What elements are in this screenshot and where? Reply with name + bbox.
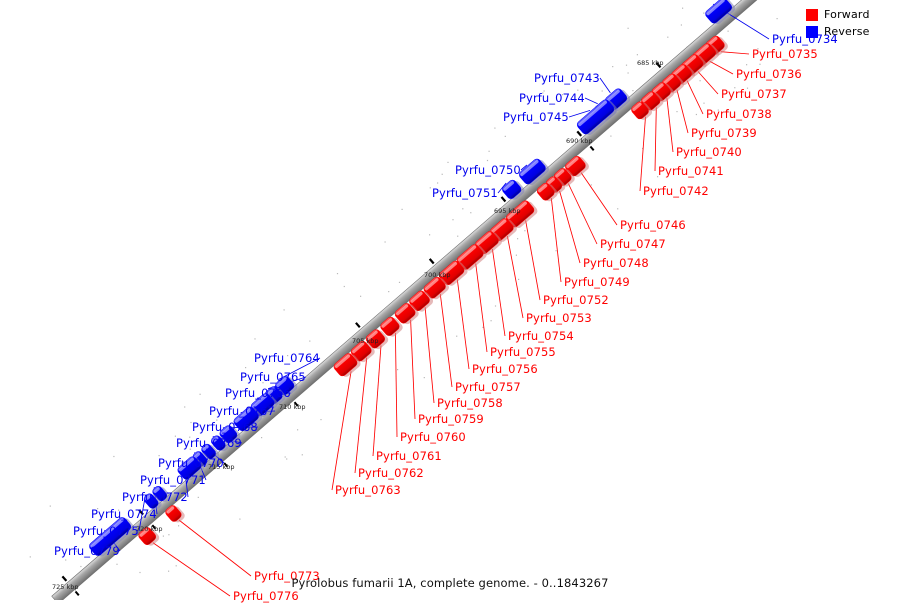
axis-tick-label: 685 kbp [637,59,664,67]
gene-label[interactable]: Pyrfu_0741 [658,164,724,178]
gene-label[interactable]: Pyrfu_0754 [508,329,574,343]
axis-tick-label: 695 kbp [494,207,521,215]
gene-feature[interactable] [501,177,526,202]
gene-label[interactable]: Pyrfu_0753 [526,311,592,325]
gene-feature[interactable] [137,525,161,549]
gene-features[interactable] [88,0,737,559]
gene-label[interactable]: Pyrfu_0768 [192,420,258,434]
gene-feature[interactable] [535,180,559,204]
gene-feature[interactable] [164,503,186,526]
gene-feature[interactable] [408,288,435,315]
gene-label[interactable]: Pyrfu_0756 [472,362,538,376]
gene-label[interactable]: Pyrfu_0759 [418,412,484,426]
gene-label[interactable]: Pyrfu_0762 [358,466,424,480]
gene-feature[interactable] [200,441,221,462]
gene-label[interactable]: Pyrfu_0737 [721,87,787,101]
gene-feature[interactable] [505,198,539,231]
gene-label[interactable]: Pyrfu_0736 [736,67,802,81]
gene-label[interactable]: Pyrfu_0758 [437,396,503,410]
gene-label[interactable]: Pyrfu_0740 [676,145,742,159]
gene-label[interactable]: Pyrfu_0735 [752,47,818,61]
gene-label[interactable]: Pyrfu_0764 [254,351,320,365]
reverse-swatch-icon [806,25,818,38]
gene-feature[interactable] [142,491,163,512]
legend-label-reverse: Reverse [824,25,870,38]
gene-feature[interactable] [576,97,620,138]
gene-feature[interactable] [218,423,242,447]
gene-feature[interactable] [332,351,362,380]
gene-label[interactable]: Pyrfu_0765 [240,370,306,384]
axis-tick-label: 720 kbp [136,525,163,533]
gene-feature[interactable] [364,327,389,352]
gene-label[interactable]: Pyrfu_0763 [335,483,401,497]
gene-label[interactable]: Pyrfu_0771 [140,473,206,487]
gene-label[interactable]: Pyrfu_0746 [620,218,686,232]
gene-feature[interactable] [191,449,212,470]
gene-feature[interactable] [349,338,376,365]
gene-label[interactable]: Pyrfu_0744 [519,91,585,105]
gene-feature[interactable] [232,404,263,435]
gene-feature[interactable] [379,314,404,339]
gene-label[interactable]: Pyrfu_0745 [503,110,569,124]
legend-item-forward[interactable]: Forward [806,6,892,23]
gene-feature[interactable] [438,258,469,289]
gene-label[interactable]: Pyrfu_0774 [91,507,157,521]
legend: Forward Reverse [806,6,892,40]
gene-label[interactable]: Pyrfu_0757 [455,380,521,394]
figure-caption: Pyrolobus fumarii 1A, complete genome. -… [291,576,609,590]
gene-feature[interactable] [393,300,420,327]
legend-item-reverse[interactable]: Reverse [806,23,892,40]
gene-feature[interactable] [176,454,206,483]
legend-label-forward: Forward [824,8,870,21]
gene-feature[interactable] [630,99,654,123]
gene-label[interactable]: Pyrfu_0773 [254,569,320,583]
gene-label[interactable]: Pyrfu_0767 [209,404,275,418]
forward-swatch-icon [806,8,818,21]
axis-tick-label: 705 kbp [352,337,379,345]
gene-label[interactable]: Pyrfu_0760 [400,430,466,444]
gene-label[interactable]: Pyrfu_0770 [158,456,224,470]
gene-label[interactable]: Pyrfu_0739 [691,126,757,140]
axis-tick-label: 690 kbp [566,137,593,145]
gene-label[interactable]: Pyrfu_0779 [54,544,120,558]
gene-label[interactable]: Pyrfu_0747 [600,237,666,251]
gene-label[interactable]: Pyrfu_0749 [564,275,630,289]
gene-label[interactable]: Pyrfu_0751 [432,186,498,200]
axis-tick-label: 700 kbp [424,271,451,279]
gene-label[interactable]: Pyrfu_0738 [706,107,772,121]
gene-label[interactable]: Pyrfu_0755 [490,345,556,359]
gene-feature[interactable] [422,274,450,302]
gene-feature[interactable] [518,156,551,188]
gene-label[interactable]: Pyrfu_0750 [455,163,521,177]
axis-tick-label: 710 kbp [279,403,306,411]
gene-feature[interactable] [210,433,231,454]
gene-label[interactable]: Pyrfu_0769 [176,436,242,450]
gene-feature[interactable] [704,0,737,27]
gene-label[interactable]: Pyrfu_0748 [583,256,649,270]
gene-label[interactable]: Pyrfu_0775 [73,524,139,538]
gene-feature[interactable] [455,242,488,274]
gene-label[interactable]: Pyrfu_0734 [772,32,838,46]
gene-label[interactable]: Pyrfu_0772 [122,490,188,504]
axis-tick-label: 725 kbp [52,583,79,591]
gene-label[interactable]: Pyrfu_0743 [534,71,600,85]
gene-label[interactable]: Pyrfu_0742 [643,184,709,198]
gene-label[interactable]: Pyrfu_0766 [225,386,291,400]
gene-feature[interactable] [88,514,136,559]
gene-label[interactable]: Pyrfu_0776 [233,589,299,603]
gene-feature[interactable] [564,153,591,180]
gene-label[interactable]: Pyrfu_0752 [543,293,609,307]
gene-label[interactable]: Pyrfu_0761 [376,449,442,463]
axis-tick-label: 715 kbp [208,463,235,471]
